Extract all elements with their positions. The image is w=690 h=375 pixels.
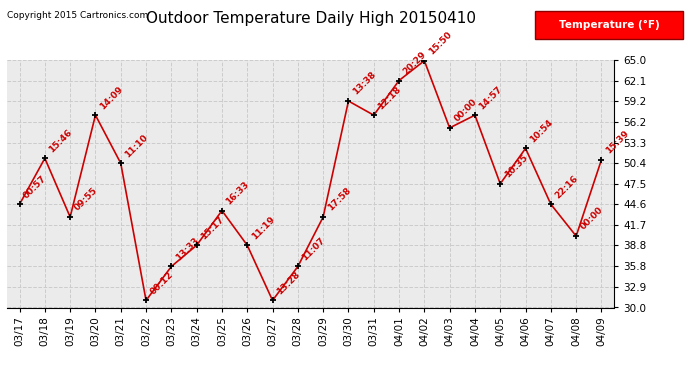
Text: Temperature (°F): Temperature (°F) — [558, 20, 660, 30]
Text: 10:35: 10:35 — [503, 153, 529, 180]
Text: 00:12: 00:12 — [148, 270, 175, 296]
Text: 11:10: 11:10 — [124, 132, 150, 159]
Text: 15:46: 15:46 — [48, 128, 74, 154]
Text: 00:57: 00:57 — [22, 174, 48, 200]
Text: 00:00: 00:00 — [452, 98, 478, 124]
Text: 13:33: 13:33 — [174, 236, 201, 262]
Text: 14:09: 14:09 — [98, 84, 125, 111]
Text: 09:55: 09:55 — [72, 186, 99, 213]
Text: 10:54: 10:54 — [528, 117, 555, 144]
Text: 16:33: 16:33 — [224, 180, 251, 206]
Text: 13:28: 13:28 — [275, 270, 302, 296]
Text: 15:17: 15:17 — [199, 214, 226, 241]
Text: 11:07: 11:07 — [300, 236, 327, 262]
Text: 15:50: 15:50 — [427, 30, 453, 57]
Text: 20:29: 20:29 — [402, 50, 428, 76]
Text: 13:38: 13:38 — [351, 70, 377, 97]
Text: 00:00: 00:00 — [579, 206, 605, 232]
Text: 17:58: 17:58 — [326, 186, 353, 213]
Text: 12:18: 12:18 — [376, 84, 403, 111]
Text: Outdoor Temperature Daily High 20150410: Outdoor Temperature Daily High 20150410 — [146, 11, 475, 26]
Text: Copyright 2015 Cartronics.com: Copyright 2015 Cartronics.com — [7, 11, 148, 20]
Text: 14:57: 14:57 — [477, 84, 504, 111]
Text: 22:16: 22:16 — [553, 173, 580, 200]
Text: 11:19: 11:19 — [250, 214, 277, 241]
Text: 15:39: 15:39 — [604, 129, 631, 156]
